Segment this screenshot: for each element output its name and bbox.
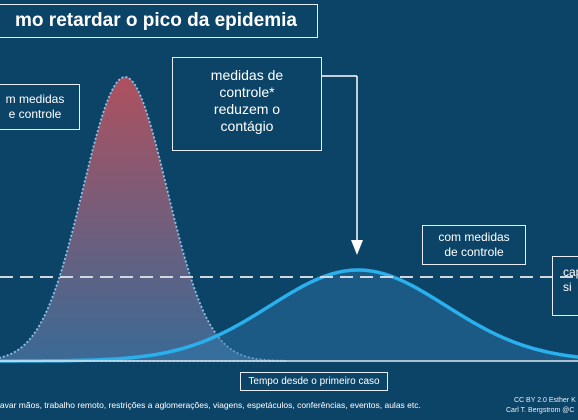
arrow-head-icon	[351, 240, 363, 255]
credit-line2: Carl T. Bergstrom @C	[506, 407, 575, 414]
no-measures-curve	[0, 76, 286, 362]
diagram-title: mo retardar o pico da epidemia	[15, 10, 297, 31]
control-measures-line1: medidas de	[210, 67, 284, 83]
no-measures-label-line1: m medidas	[5, 92, 65, 106]
capacity-line1: cap	[563, 265, 578, 279]
control-measures-line2: controle*	[219, 84, 275, 100]
credit-line1: CC BY 2.0 Esther K	[514, 397, 576, 404]
with-measures-line1: com medidas	[438, 230, 510, 244]
control-measures-label: medidas de controle* reduzem o contágio	[172, 57, 322, 151]
with-measures-curve-fill	[0, 270, 578, 361]
capacity-label: cap si	[552, 256, 578, 316]
capacity-line2: si	[563, 280, 572, 294]
x-axis-label: Tempo desde o primeiro caso	[240, 372, 388, 391]
title-box: mo retardar o pico da epidemia	[0, 4, 318, 38]
footnote: lavar mãos, trabalho remoto, restrições …	[0, 400, 421, 410]
control-measures-line4: contágio	[220, 118, 274, 134]
no-measures-label-line2: e controle	[8, 107, 62, 121]
control-measures-line3: reduzem o	[213, 101, 281, 117]
no-measures-label: m medidas e controle	[0, 84, 80, 130]
with-measures-curve	[0, 268, 578, 363]
with-measures-label: com medidas de controle	[422, 225, 526, 265]
with-measures-line2: de controle	[444, 245, 504, 259]
